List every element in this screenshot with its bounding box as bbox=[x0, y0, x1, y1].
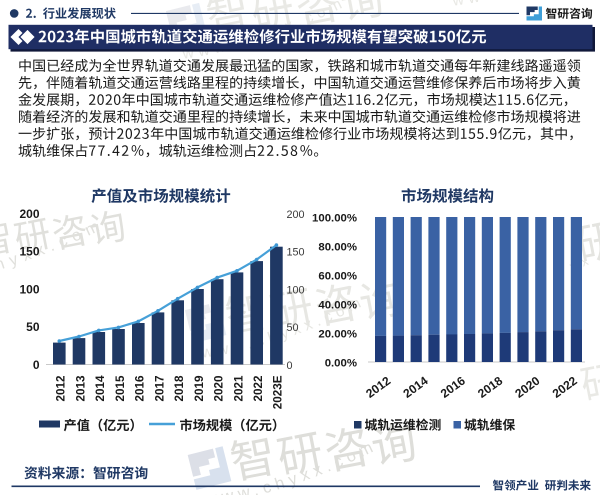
svg-text:2013: 2013 bbox=[74, 375, 87, 402]
svg-text:200: 200 bbox=[19, 207, 39, 221]
svg-text:0.00%: 0.00% bbox=[325, 357, 357, 369]
svg-text:2021: 2021 bbox=[232, 375, 245, 402]
svg-text:100: 100 bbox=[19, 282, 39, 296]
svg-text:2022: 2022 bbox=[252, 375, 265, 402]
svg-text:2015: 2015 bbox=[114, 375, 127, 402]
svg-text:0: 0 bbox=[33, 358, 40, 372]
svg-text:100: 100 bbox=[287, 284, 305, 296]
svg-text:2016: 2016 bbox=[134, 375, 147, 402]
svg-text:150: 150 bbox=[287, 247, 305, 259]
svg-text:50: 50 bbox=[26, 320, 40, 334]
svg-text:2017: 2017 bbox=[153, 376, 166, 402]
svg-text:20.00%: 20.00% bbox=[318, 328, 357, 340]
svg-text:2020: 2020 bbox=[213, 375, 226, 402]
svg-text:2018: 2018 bbox=[173, 375, 186, 402]
svg-text:2012: 2012 bbox=[55, 375, 68, 402]
svg-text:2019: 2019 bbox=[193, 375, 206, 402]
svg-text:100.00%: 100.00% bbox=[312, 212, 357, 224]
svg-text:150: 150 bbox=[19, 245, 39, 259]
svg-text:2023E: 2023E bbox=[272, 375, 285, 409]
svg-text:0: 0 bbox=[287, 360, 293, 372]
svg-text:50: 50 bbox=[287, 322, 299, 334]
svg-text:200: 200 bbox=[287, 209, 305, 221]
svg-text:60.00%: 60.00% bbox=[318, 270, 357, 282]
svg-text:2014: 2014 bbox=[94, 375, 107, 402]
svg-text:80.00%: 80.00% bbox=[318, 241, 357, 253]
svg-text:40.00%: 40.00% bbox=[318, 299, 357, 311]
